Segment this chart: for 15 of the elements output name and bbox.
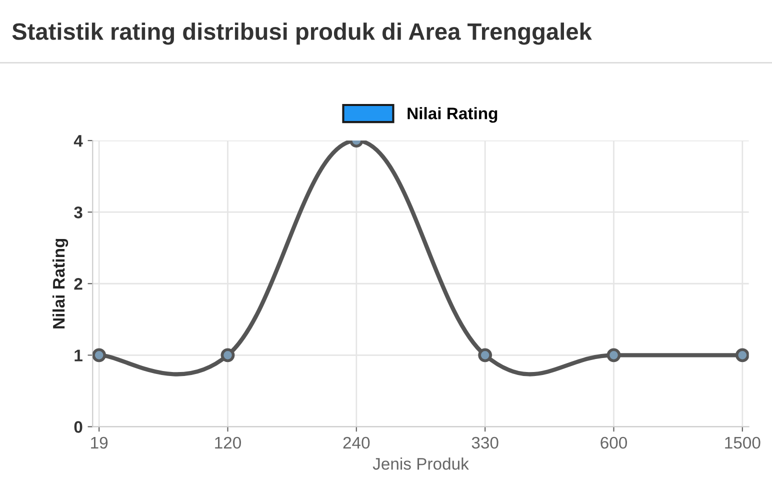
x-tick-label: 19 xyxy=(91,436,108,449)
chart-title: Statistik rating distribusi produk di Area Trenggalek xyxy=(12,22,592,45)
x-tick-label: 240 xyxy=(343,436,370,449)
y-tick-label: 4 xyxy=(74,135,83,147)
x-tick-label: 120 xyxy=(215,436,241,449)
x-tick-label: 600 xyxy=(600,436,627,449)
y-axis-title: Nilai Rating xyxy=(52,238,68,328)
y-tick-label: 3 xyxy=(74,206,82,218)
x-tick-label: 330 xyxy=(472,436,498,449)
y-tick-label: 2 xyxy=(74,278,82,290)
x-tick-label: 1500 xyxy=(725,436,760,449)
y-tick-label: 0 xyxy=(74,421,82,433)
text: Nilai Rating xyxy=(408,107,498,123)
x-axis-title: Jenis Produk xyxy=(372,458,469,470)
y-tick-label: 1 xyxy=(74,350,82,362)
